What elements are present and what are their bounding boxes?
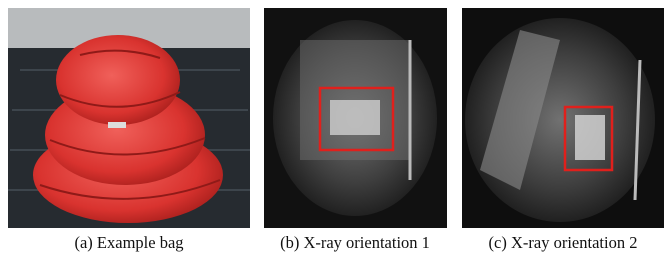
page: (a) Example bag (b) X-ray orientation 1 … bbox=[0, 0, 671, 254]
xray-image-2 bbox=[462, 8, 664, 228]
caption: (b) X-ray orientation 1 bbox=[280, 233, 430, 252]
figure: (a) Example bag (b) X-ray orientation 1 … bbox=[0, 0, 671, 254]
caption: (a) Example bag bbox=[74, 233, 183, 252]
photo-bag bbox=[8, 8, 250, 228]
xray-image-1 bbox=[264, 8, 447, 228]
caption: (c) X-ray orientation 2 bbox=[489, 233, 638, 252]
